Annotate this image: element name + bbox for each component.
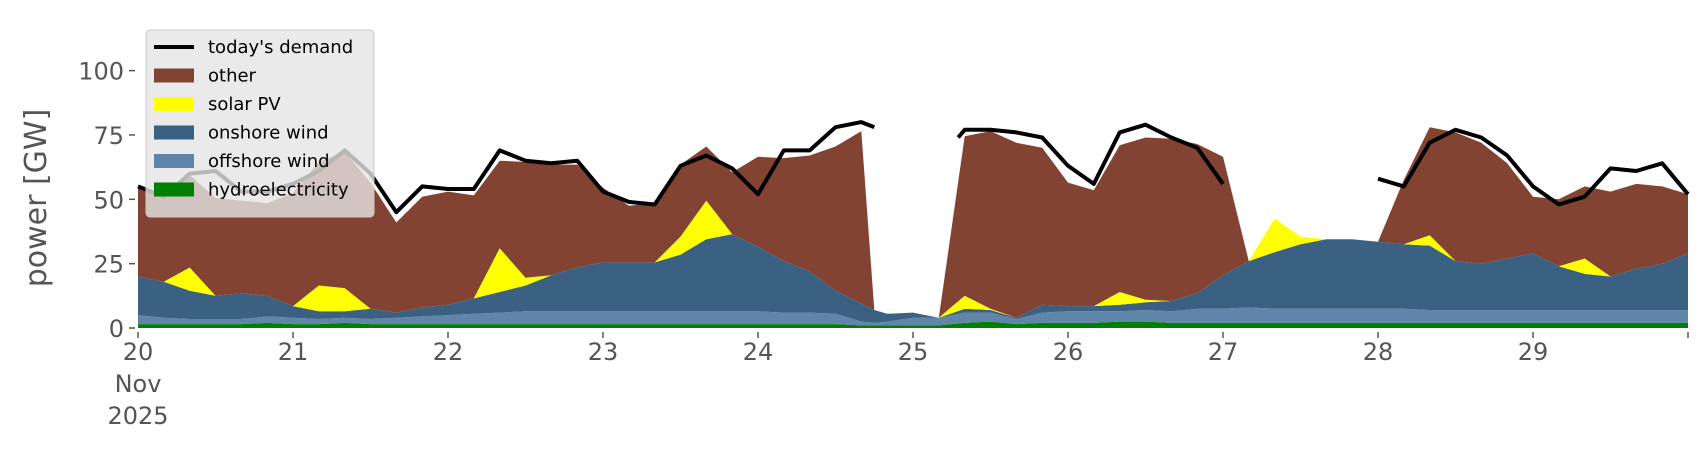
x-tick-label: 27 (1208, 338, 1239, 366)
x-tick-label: 21 (278, 338, 309, 366)
legend-swatch-hydroelectricity (154, 182, 194, 197)
demand-line-segment-2 (956, 122, 1225, 186)
x-tick-label: 23 (588, 338, 619, 366)
x-tick-label: 22 (433, 338, 464, 366)
y-tick-label: 25 (93, 251, 124, 279)
area-onshore-wind (138, 234, 1688, 323)
legend-box (145, 29, 375, 218)
y-tick-label: 75 (93, 122, 124, 150)
legend-label-solar-pv: solar PV (208, 94, 281, 115)
y-tick-label: 50 (93, 186, 124, 214)
legend-swatch-other (154, 68, 194, 83)
demand-line-segment-3 (1377, 127, 1690, 207)
x-tick-label: 20 (123, 338, 154, 366)
legend: today's demand other solar PV onshore wind o… (145, 29, 375, 218)
x-tick-label: 24 (743, 338, 774, 366)
x-tick-sublabel: 2025 (107, 402, 168, 430)
x-tick-label: 26 (1053, 338, 1084, 366)
area-offshore-wind (138, 307, 1688, 326)
legend-label-offshore-wind: offshore wind (208, 151, 330, 172)
legend-label-other: other (208, 66, 257, 87)
y-axis-label: power [GW] (19, 109, 54, 288)
legend-label-onshore-wind: onshore wind (208, 123, 329, 144)
legend-label-today-s-demand: today's demand (208, 37, 353, 58)
y-tick-label: 100 (78, 58, 124, 86)
legend-swatch-solar-pv (154, 97, 194, 111)
x-tick-label: 29 (1518, 338, 1549, 366)
x-tick-label: 25 (898, 338, 929, 366)
legend-swatch-onshore-wind (154, 125, 194, 140)
legend-label-hydroelectricity: hydroelectricity (208, 180, 349, 201)
axes: 0 25 50 75 100 20 Nov 2025 21 22 23 24 25 26 27 28 29 pow… (19, 58, 1689, 430)
legend-swatch-offshore-wind (154, 154, 194, 168)
x-tick-sublabel: Nov (115, 370, 162, 398)
x-tick-label: 28 (1363, 338, 1394, 366)
y-tick-label: 0 (109, 315, 124, 343)
stacked-areas (138, 127, 1688, 328)
area-hydroelectricity (138, 321, 1688, 328)
area-other (138, 127, 1688, 318)
